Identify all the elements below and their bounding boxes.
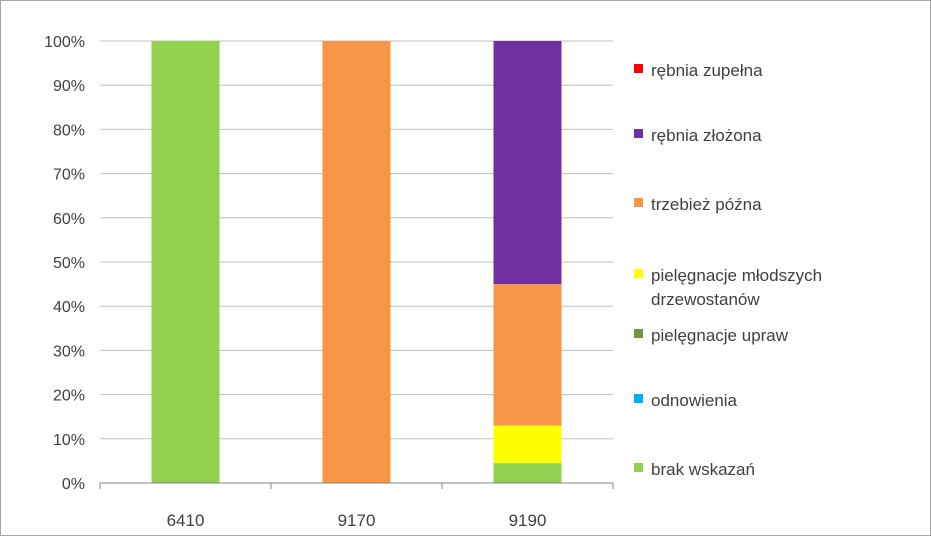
legend-label: rębnia zupełna — [651, 61, 763, 80]
legend-label: pielęgnacje młodszych — [651, 266, 822, 285]
legend-label: trzebież późna — [651, 195, 762, 214]
bar-segment — [322, 41, 391, 483]
y-tick-label: 40% — [53, 299, 85, 316]
y-tick-label: 100% — [44, 34, 85, 51]
legend-label: drzewostanów — [651, 290, 760, 309]
legend-label: odnowienia — [651, 391, 738, 410]
y-tick-label: 50% — [53, 255, 85, 272]
legend-label: pielęgnacje upraw — [651, 326, 789, 345]
x-tick-label: 9170 — [338, 511, 376, 530]
y-tick-label: 20% — [53, 388, 85, 405]
legend-swatch — [634, 198, 643, 207]
legend-swatch — [634, 129, 643, 138]
legend-swatch — [634, 64, 643, 73]
legend-label: rębnia złożona — [651, 126, 762, 145]
y-tick-label: 70% — [53, 167, 85, 184]
bar-segment — [151, 41, 220, 483]
y-tick-label: 10% — [53, 432, 85, 449]
legend-label: brak wskazań — [651, 460, 755, 479]
legend-swatch — [634, 329, 643, 338]
y-tick-label: 60% — [53, 211, 85, 228]
legend-swatch — [634, 463, 643, 472]
x-tick-label: 6410 — [167, 511, 205, 530]
bar-segment — [493, 284, 562, 426]
y-tick-label: 90% — [53, 78, 85, 95]
legend-swatch — [634, 394, 643, 403]
x-tick-label: 9190 — [509, 511, 547, 530]
y-tick-label: 0% — [62, 476, 85, 493]
y-tick-label: 80% — [53, 122, 85, 139]
legend-swatch — [634, 269, 643, 278]
bar-segment — [493, 463, 562, 483]
y-tick-label: 30% — [53, 343, 85, 360]
bar-segment — [493, 41, 562, 285]
bar-segment — [493, 425, 562, 464]
